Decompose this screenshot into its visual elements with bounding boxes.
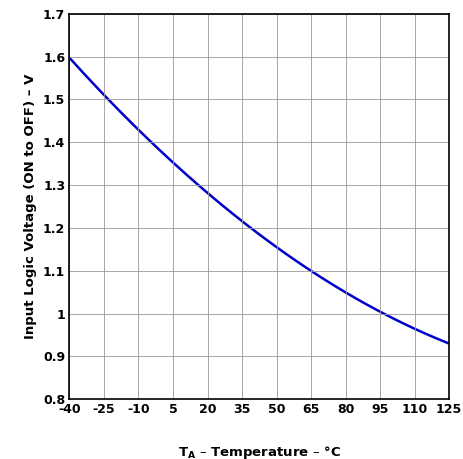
Text: T$_\mathregular{A}$ – Temperature – °C: T$_\mathregular{A}$ – Temperature – °C [178, 444, 341, 459]
Y-axis label: Input Logic Voltage (ON to OFF) – V: Input Logic Voltage (ON to OFF) – V [25, 74, 38, 339]
